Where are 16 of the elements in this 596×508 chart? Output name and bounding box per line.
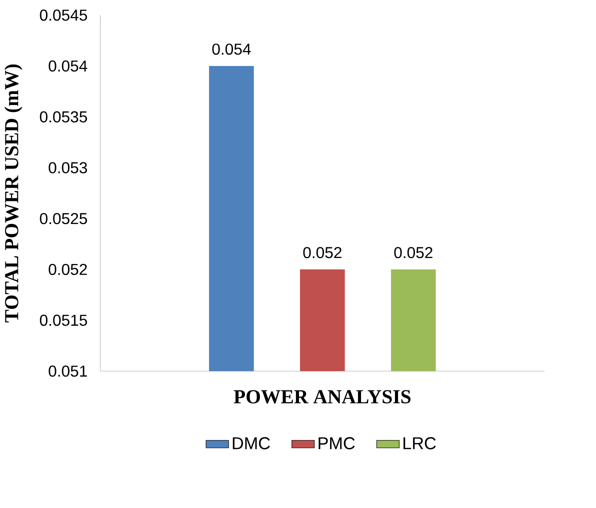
y-tick-label: 0.0545 (40, 10, 88, 21)
legend-label: DMC (232, 437, 270, 450)
y-tick-label: 0.053 (48, 162, 87, 174)
y-tick-label: 0.0535 (40, 111, 88, 123)
x-axis-title: POWER ANALYSIS (234, 390, 411, 404)
y-tick-label: 0.054 (48, 60, 88, 72)
data-label: 0.054 (212, 44, 251, 55)
y-tick-label: 0.0525 (40, 213, 88, 224)
y-tick-label: 0.0515 (40, 314, 88, 326)
data-label: 0.052 (303, 247, 342, 258)
legend-label: LRC (404, 437, 436, 450)
y-tick-label: 0.052 (48, 264, 87, 276)
y-axis-title: TOTAL POWER USED (mW) (4, 64, 22, 323)
data-label: 0.052 (394, 247, 432, 258)
y-tick-label: 0.051 (48, 366, 87, 377)
legend-label: PMC (318, 437, 355, 450)
